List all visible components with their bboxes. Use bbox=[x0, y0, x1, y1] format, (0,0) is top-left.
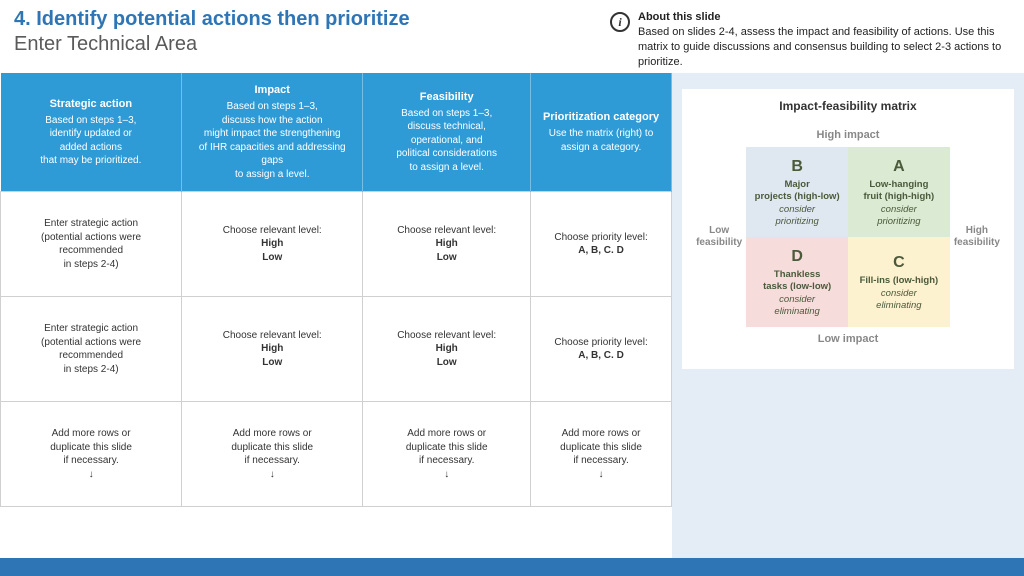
table-header: Strategic actionBased on steps 1–3,ident… bbox=[1, 73, 182, 191]
about-title: About this slide bbox=[638, 11, 721, 23]
quad-a: ALow-hangingfruit (high-high)considerpri… bbox=[848, 147, 950, 237]
table-cell[interactable]: Add more rows orduplicate this slideif n… bbox=[531, 402, 672, 507]
subtitle: Enter Technical Area bbox=[14, 33, 610, 56]
matrix-left-label: Lowfeasibility bbox=[692, 225, 746, 249]
matrix-wrap: Impact-feasibility matrix High impact Lo… bbox=[682, 89, 1014, 369]
about-box: i About this slide Based on slides 2-4, … bbox=[610, 8, 1010, 69]
matrix-row: Lowfeasibility BMajorprojects (high-low)… bbox=[692, 147, 1004, 327]
content-area: Strategic actionBased on steps 1–3,ident… bbox=[0, 73, 1024, 569]
table-cell[interactable]: Add more rows orduplicate this slideif n… bbox=[182, 402, 363, 507]
info-icon: i bbox=[610, 12, 630, 32]
action-table: Strategic actionBased on steps 1–3,ident… bbox=[0, 73, 672, 507]
table-cell[interactable]: Enter strategic action(potential actions… bbox=[1, 297, 182, 402]
table-cell[interactable]: Choose priority level:A, B, C. D bbox=[531, 297, 672, 402]
matrix-top-label: High impact bbox=[692, 123, 1004, 147]
table-cell[interactable]: Add more rows orduplicate this slideif n… bbox=[1, 402, 182, 507]
table-row: Enter strategic action(potential actions… bbox=[1, 192, 672, 297]
table-header: Prioritization categoryUse the matrix (r… bbox=[531, 73, 672, 191]
about-text: About this slide Based on slides 2-4, as… bbox=[638, 10, 1010, 69]
quad-b: BMajorprojects (high-low)considerpriorit… bbox=[746, 147, 848, 237]
table-header: ImpactBased on steps 1–3,discuss how the… bbox=[182, 73, 363, 191]
table-cell[interactable]: Choose priority level:A, B, C. D bbox=[531, 192, 672, 297]
matrix-grid: BMajorprojects (high-low)considerpriorit… bbox=[746, 147, 949, 327]
table-cell[interactable]: Add more rows orduplicate this slideif n… bbox=[363, 402, 531, 507]
table-cell[interactable]: Choose relevant level:HighLow bbox=[363, 297, 531, 402]
right-pane: Impact-feasibility matrix High impact Lo… bbox=[672, 73, 1024, 569]
table-row: Add more rows orduplicate this slideif n… bbox=[1, 402, 672, 507]
step-title: 4. Identify potential actions then prior… bbox=[14, 8, 610, 31]
footer-bar bbox=[0, 558, 1024, 576]
table-cell[interactable]: Enter strategic action(potential actions… bbox=[1, 192, 182, 297]
title-block: 4. Identify potential actions then prior… bbox=[14, 8, 610, 69]
table-cell[interactable]: Choose relevant level:HighLow bbox=[182, 192, 363, 297]
quad-d: DThanklesstasks (low-low)considerelimina… bbox=[746, 237, 848, 327]
header: 4. Identify potential actions then prior… bbox=[0, 0, 1024, 73]
table-cell[interactable]: Choose relevant level:HighLow bbox=[363, 192, 531, 297]
left-pane: Strategic actionBased on steps 1–3,ident… bbox=[0, 73, 672, 569]
quad-c: CFill-ins (low-high)considereliminating bbox=[848, 237, 950, 327]
matrix-title: Impact-feasibility matrix bbox=[692, 99, 1004, 113]
table-cell[interactable]: Choose relevant level:HighLow bbox=[182, 297, 363, 402]
table-header: FeasibilityBased on steps 1–3,discuss te… bbox=[363, 73, 531, 191]
matrix-right-label: Highfeasibility bbox=[950, 225, 1004, 249]
table-row: Enter strategic action(potential actions… bbox=[1, 297, 672, 402]
about-body: Based on slides 2-4, assess the impact a… bbox=[638, 26, 1001, 68]
matrix-bottom-label: Low impact bbox=[692, 327, 1004, 351]
